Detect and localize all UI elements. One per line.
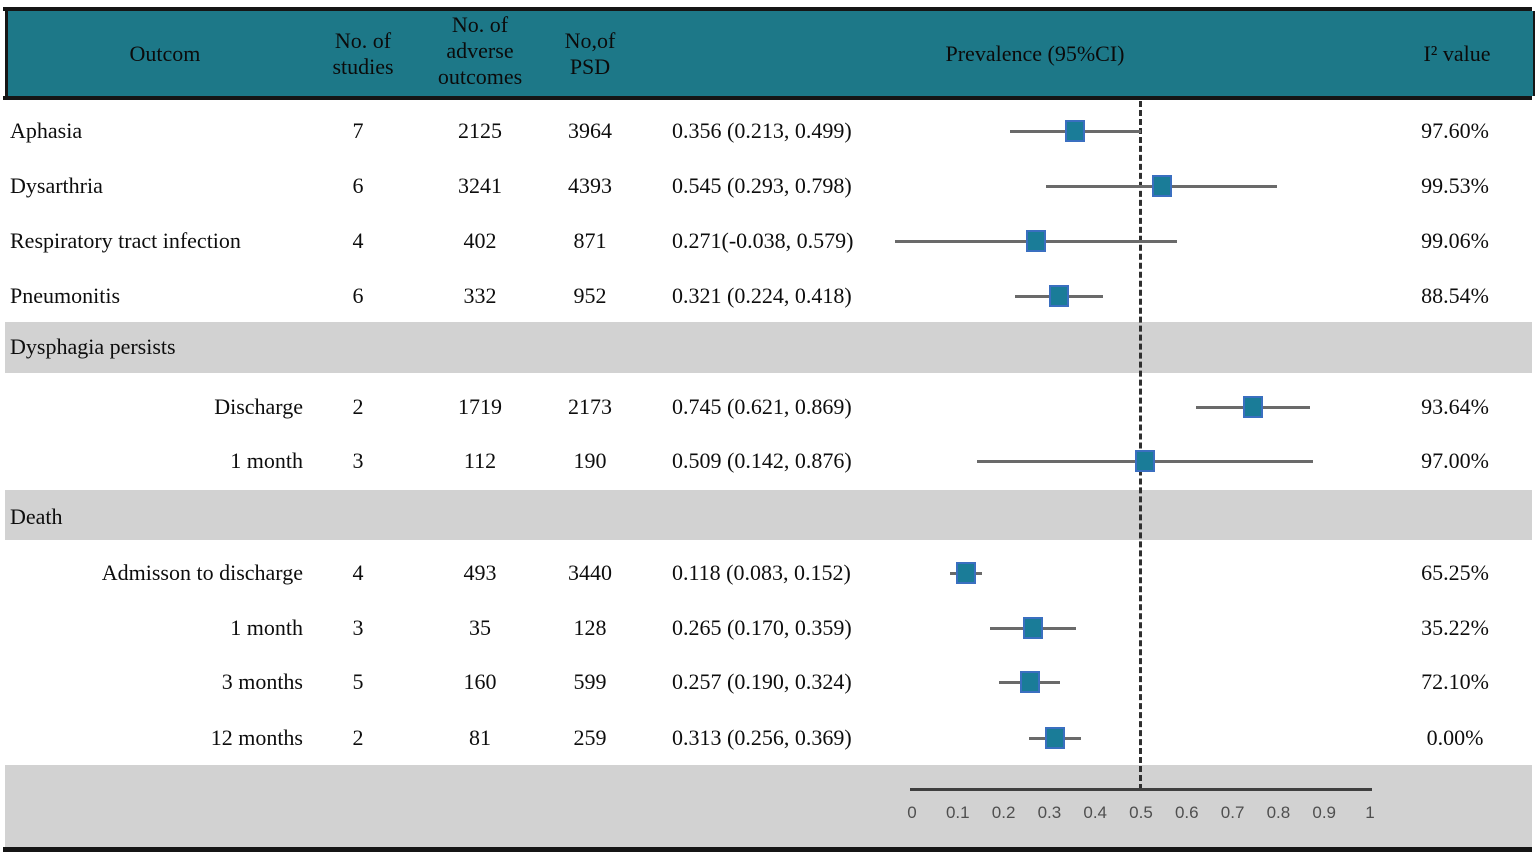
header-no-of-psd: No,of PSD xyxy=(564,28,616,79)
adverse-outcomes-cell: 493 xyxy=(463,560,497,585)
studies-count-cell: 6 xyxy=(352,283,364,308)
i2-value-cell: 35.22% xyxy=(1421,615,1489,640)
prevalence-ci-cell: 0.271(-0.038, 0.579) xyxy=(672,228,854,253)
psd-count-cell: 871 xyxy=(573,228,607,253)
studies-count-cell: 2 xyxy=(352,394,364,419)
bottom-rule xyxy=(3,847,1532,852)
estimate-square-marker xyxy=(1026,230,1047,252)
outcome-label: Admisson to discharge xyxy=(101,560,303,585)
estimate-square-marker xyxy=(1151,175,1172,197)
section-label-dysphagia: Dysphagia persists xyxy=(10,334,176,359)
i2-value-cell: 65.25% xyxy=(1421,560,1489,585)
x-axis-line xyxy=(910,788,1372,791)
i2-value-cell: 97.60% xyxy=(1421,118,1489,143)
prevalence-ci-cell: 0.118 (0.083, 0.152) xyxy=(672,560,851,585)
prevalence-ci-cell: 0.545 (0.293, 0.798) xyxy=(672,173,852,198)
x-axis-tick-label: 0.9 xyxy=(1312,803,1336,822)
prevalence-ci-cell: 0.265 (0.170, 0.359) xyxy=(672,615,852,640)
x-axis-tick-label: 0.1 xyxy=(945,803,970,822)
prevalence-ci-cell: 0.356 (0.213, 0.499) xyxy=(672,118,852,143)
estimate-square-marker xyxy=(1135,450,1156,472)
section-label-death: Death xyxy=(10,504,63,529)
studies-count-cell: 7 xyxy=(352,118,364,143)
psd-count-cell: 4393 xyxy=(568,173,612,198)
adverse-outcomes-cell: 3241 xyxy=(458,173,502,198)
x-axis-tick-label: 0.7 xyxy=(1220,803,1245,822)
prevalence-ci-cell: 0.257 (0.190, 0.324) xyxy=(672,669,852,694)
estimate-square-marker xyxy=(1065,120,1086,142)
outcome-label: 12 months xyxy=(210,725,303,750)
studies-count-cell: 4 xyxy=(352,560,364,585)
x-axis-tick-label: 1 xyxy=(1365,803,1375,822)
outcome-label: 1 month xyxy=(230,615,303,640)
psd-count-cell: 952 xyxy=(573,283,607,308)
studies-count-cell: 5 xyxy=(352,669,364,694)
header-i2-value: I² value xyxy=(1423,41,1491,66)
psd-count-cell: 128 xyxy=(573,615,607,640)
header-no-of-studies: No. of studies xyxy=(332,28,394,79)
outcome-label: 1 month xyxy=(230,448,303,473)
outcome-label: Respiratory tract infection xyxy=(10,228,241,253)
estimate-square-marker xyxy=(1045,727,1066,749)
i2-value-cell: 97.00% xyxy=(1421,448,1489,473)
outcome-label: 3 months xyxy=(221,669,303,694)
x-axis-tick-label: 0.4 xyxy=(1083,803,1107,822)
adverse-outcomes-cell: 81 xyxy=(469,725,491,750)
section-band-dysphagia xyxy=(5,322,1532,373)
adverse-outcomes-cell: 332 xyxy=(463,283,497,308)
axis-band xyxy=(5,765,1532,847)
psd-count-cell: 3964 xyxy=(568,118,612,143)
header-prevalence-ci: Prevalence (95%CI) xyxy=(945,41,1125,66)
adverse-outcomes-cell: 112 xyxy=(463,448,497,473)
adverse-outcomes-cell: 2125 xyxy=(458,118,502,143)
adverse-outcomes-cell: 160 xyxy=(463,669,497,694)
studies-count-cell: 4 xyxy=(352,228,364,253)
table-header-band xyxy=(5,11,1535,96)
i2-value-cell: 99.06% xyxy=(1421,228,1489,253)
header-outcome: Outcom xyxy=(129,41,201,66)
top-rule xyxy=(3,7,1532,11)
section-band-death xyxy=(5,490,1532,540)
psd-count-cell: 259 xyxy=(573,725,607,750)
outcome-label: Discharge xyxy=(214,394,303,419)
prevalence-ci-cell: 0.745 (0.621, 0.869) xyxy=(672,394,852,419)
outcome-label: Dysarthria xyxy=(10,173,103,198)
prevalence-ci-cell: 0.509 (0.142, 0.876) xyxy=(672,448,852,473)
psd-count-cell: 3440 xyxy=(568,560,612,585)
outcome-label: Aphasia xyxy=(10,118,83,143)
psd-count-cell: 2173 xyxy=(568,394,612,419)
header-no-of-adverse-outcomes: No. of adverse outcomes xyxy=(437,12,523,89)
x-axis-tick-label: 0 xyxy=(907,803,917,822)
studies-count-cell: 2 xyxy=(352,725,364,750)
estimate-square-marker xyxy=(1019,671,1040,693)
estimate-square-marker xyxy=(1243,396,1264,418)
prevalence-ci-cell: 0.313 (0.256, 0.369) xyxy=(672,725,852,750)
psd-count-cell: 190 xyxy=(573,448,607,473)
estimate-square-marker xyxy=(1023,617,1044,639)
adverse-outcomes-cell: 35 xyxy=(469,615,491,640)
estimate-square-marker xyxy=(956,562,977,584)
i2-value-cell: 93.64% xyxy=(1421,394,1489,419)
adverse-outcomes-cell: 1719 xyxy=(458,394,502,419)
prevalence-ci-cell: 0.321 (0.224, 0.418) xyxy=(672,283,852,308)
x-axis-tick-label: 0.2 xyxy=(991,803,1016,822)
i2-value-cell: 72.10% xyxy=(1421,669,1489,694)
outcome-label: Pneumonitis xyxy=(10,283,121,308)
x-axis-tick-label: 0.6 xyxy=(1174,803,1199,822)
studies-count-cell: 6 xyxy=(352,173,364,198)
reference-line-0-5 xyxy=(1139,101,1142,790)
estimate-square-marker xyxy=(1049,285,1070,307)
x-axis-tick-label: 0.3 xyxy=(1037,803,1062,822)
studies-count-cell: 3 xyxy=(352,615,364,640)
psd-count-cell: 599 xyxy=(573,669,607,694)
i2-value-cell: 0.00% xyxy=(1426,725,1484,750)
studies-count-cell: 3 xyxy=(352,448,364,473)
i2-value-cell: 99.53% xyxy=(1421,173,1489,198)
header-bottom-rule xyxy=(3,96,1532,100)
x-axis-tick-label: 0.8 xyxy=(1266,803,1291,822)
i2-value-cell: 88.54% xyxy=(1421,283,1489,308)
adverse-outcomes-cell: 402 xyxy=(463,228,497,253)
x-axis-tick-label: 0.5 xyxy=(1129,803,1153,822)
